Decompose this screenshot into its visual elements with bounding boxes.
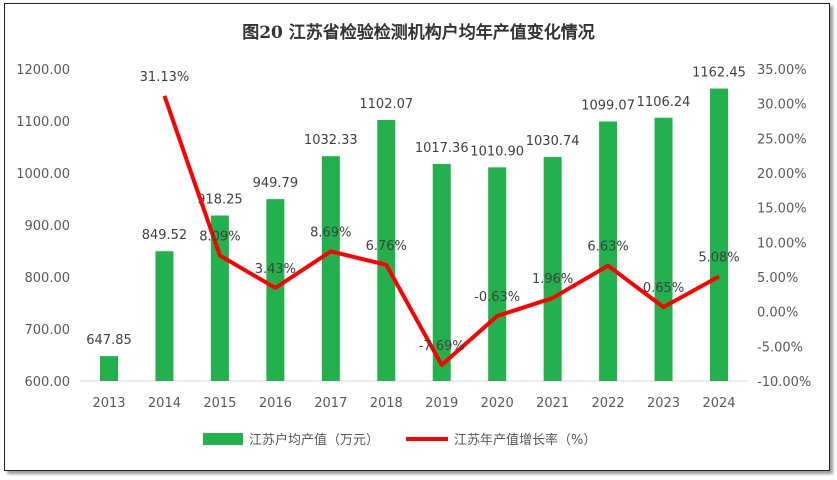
right-axis-tick: -5.00% xyxy=(757,340,803,355)
growth-rate-line xyxy=(162,95,720,367)
bar-data-label: 949.79 xyxy=(253,176,299,191)
bar-data-label: 1106.24 xyxy=(637,95,691,110)
line-data-label: 8.09% xyxy=(199,230,240,245)
line-data-label: 6.76% xyxy=(366,239,407,254)
line-data-label: 5.08% xyxy=(698,250,739,265)
bar-data-label: 1030.74 xyxy=(526,134,580,149)
right-axis-tick: -10.00% xyxy=(757,375,811,390)
line-data-label: 8.69% xyxy=(310,225,351,240)
line-data-label: 1.96% xyxy=(532,272,573,287)
legend-bar-label: 江苏户均产值（万元） xyxy=(249,432,379,448)
left-axis-tick: 700.00 xyxy=(25,323,71,338)
line-data-label: 0.65% xyxy=(643,281,684,296)
bar xyxy=(321,156,340,381)
bar-data-label: 918.25 xyxy=(197,193,243,208)
x-axis-tick: 2023 xyxy=(647,396,680,411)
x-axis-tick: 2024 xyxy=(702,396,735,411)
bar xyxy=(710,88,728,381)
bar xyxy=(654,117,673,382)
line-data-label: -7.69% xyxy=(419,339,465,354)
bar xyxy=(266,199,285,381)
right-axis-tick: 15.00% xyxy=(757,202,807,217)
left-axis-tick: 900.00 xyxy=(25,219,71,234)
right-axis-tick: 10.00% xyxy=(757,236,807,251)
line-data-label: -0.63% xyxy=(474,290,520,305)
line-data-label: 6.63% xyxy=(587,240,628,255)
bar-data-label: 1099.07 xyxy=(581,98,635,113)
right-axis-tick: 35.00% xyxy=(757,63,807,78)
legend-line-label: 江苏年产值增长率（%） xyxy=(454,432,596,448)
right-axis-tick: 0.00% xyxy=(757,306,798,321)
left-axis-tick: 800.00 xyxy=(25,271,71,286)
bar xyxy=(599,121,618,382)
bar-data-label: 1102.07 xyxy=(359,97,413,112)
left-axis-tick: 600.00 xyxy=(25,375,71,390)
x-axis-tick: 2014 xyxy=(148,396,181,411)
x-axis-tick: 2016 xyxy=(259,396,292,411)
bar xyxy=(488,167,507,381)
bar-data-label: 1162.45 xyxy=(692,66,746,81)
right-axis-tick: 25.00% xyxy=(757,132,807,147)
bar xyxy=(377,119,396,382)
line-data-label: 31.13% xyxy=(140,70,190,85)
x-axis-tick: 2017 xyxy=(314,396,347,411)
bar xyxy=(155,251,174,381)
bar xyxy=(543,157,562,381)
right-axis-tick: 20.00% xyxy=(757,167,807,182)
chart-title: 图20 江苏省检验检测机构户均年产值变化情况 xyxy=(242,23,595,43)
bar xyxy=(100,356,118,381)
bar-data-label: 849.52 xyxy=(142,228,188,243)
bar-data-label: 647.85 xyxy=(86,333,132,348)
chart-frame xyxy=(4,3,830,471)
x-axis-tick: 2020 xyxy=(481,396,514,411)
left-axis-tick: 1000.00 xyxy=(16,167,70,182)
left-axis-tick: 1100.00 xyxy=(16,115,70,130)
x-axis-tick: 2013 xyxy=(92,396,125,411)
x-axis-tick: 2021 xyxy=(536,396,569,411)
bar-data-label: 1017.36 xyxy=(415,141,469,156)
right-axis-tick: 5.00% xyxy=(757,271,798,286)
x-axis-tick: 2022 xyxy=(592,396,625,411)
x-axis-tick: 2015 xyxy=(203,396,236,411)
x-axis-tick: 2018 xyxy=(370,396,403,411)
right-axis-tick: 30.00% xyxy=(757,98,807,113)
legend-bar-swatch xyxy=(203,433,243,445)
line-data-label: 3.43% xyxy=(255,262,296,277)
bar-data-label: 1032.33 xyxy=(304,133,358,148)
left-axis-tick: 1200.00 xyxy=(16,63,70,78)
bar-data-label: 1010.90 xyxy=(470,144,524,159)
x-axis-tick: 2019 xyxy=(425,396,458,411)
bar xyxy=(432,163,451,381)
